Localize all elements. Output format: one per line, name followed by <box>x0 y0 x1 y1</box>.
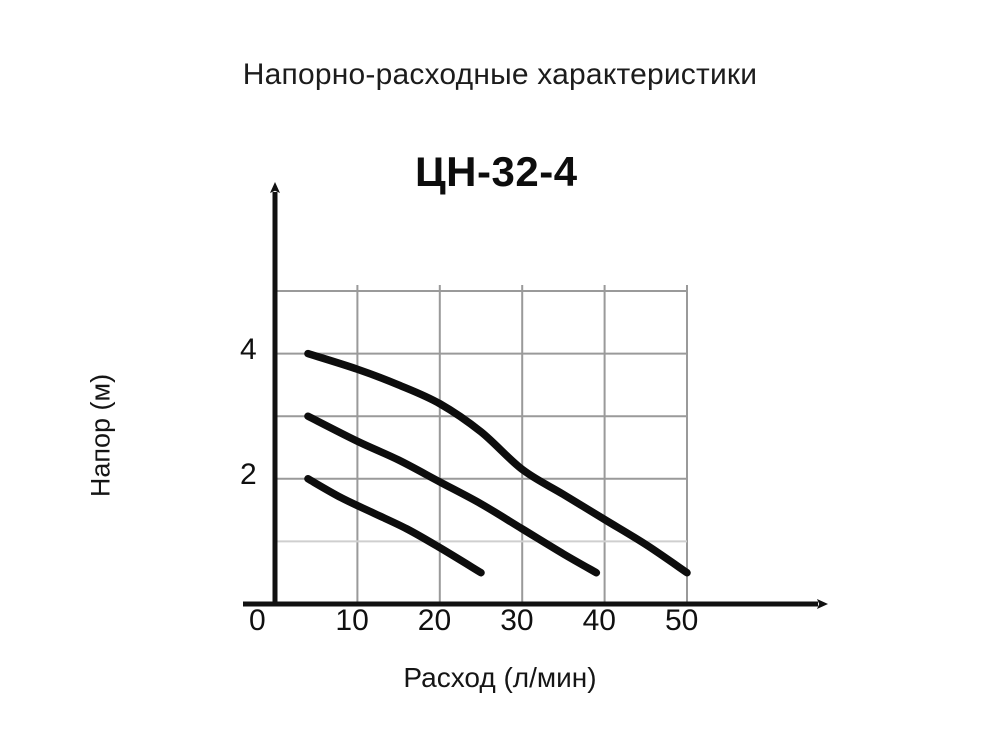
y-tick-label-4: 4 <box>240 332 257 366</box>
y-tick-label-2: 2 <box>240 457 257 491</box>
x-tick-label-40: 40 <box>582 604 616 637</box>
x-tick-label-10: 10 <box>335 604 369 637</box>
model-title: ЦН-32-4 <box>415 148 578 195</box>
grid-lines <box>275 285 688 604</box>
page-title: Напорно-расходные характеристики <box>242 58 758 91</box>
x-tick-label-30: 30 <box>500 604 534 637</box>
performance-curve-2: Скорость 2 (сред.) <box>304 412 601 577</box>
performance-curve-3: Скорость 1 (мин.) <box>304 475 485 577</box>
x-axis-label: Расход (л/мин) <box>403 662 597 693</box>
x-tick-label-20: 20 <box>417 604 452 637</box>
x-tick-label-0: 0 <box>249 604 266 637</box>
performance-curve-1: Скорость 3 (макс.) <box>304 349 691 577</box>
x-tick-label-50: 50 <box>665 604 699 637</box>
curve-group: Скорость 3 (макс.)Скорость 2 (сред.)Скор… <box>304 349 691 577</box>
